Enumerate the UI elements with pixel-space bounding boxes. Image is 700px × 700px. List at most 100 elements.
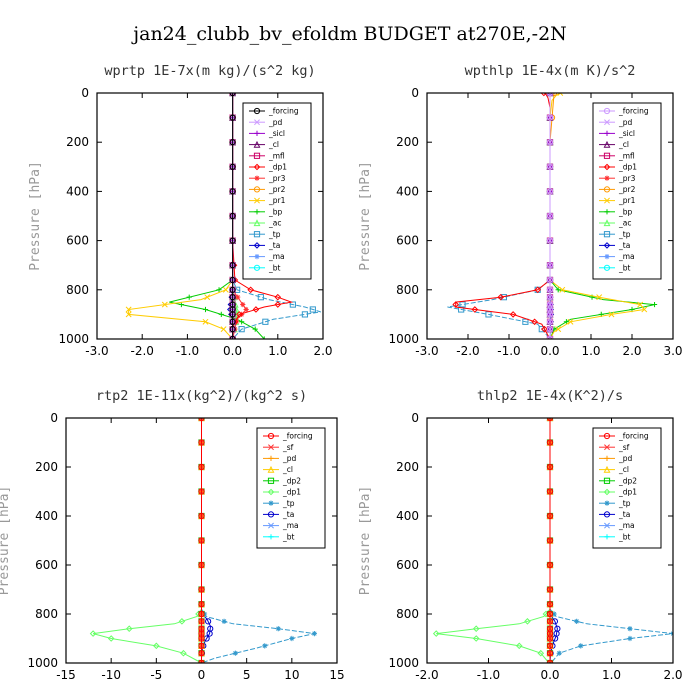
data-point xyxy=(546,659,554,663)
series-line xyxy=(201,418,315,663)
data-point xyxy=(471,306,479,313)
data-point xyxy=(204,294,211,301)
legend-marker xyxy=(268,522,274,529)
data-point xyxy=(546,610,554,618)
y-tick-label: 600 xyxy=(396,234,419,248)
data-point xyxy=(125,625,133,633)
legend-label: _ta xyxy=(282,510,294,519)
legend-marker xyxy=(604,534,610,540)
legend-label: _pd xyxy=(268,118,283,127)
data-point xyxy=(180,649,187,657)
data-point xyxy=(537,649,545,657)
legend-marker xyxy=(603,511,611,518)
data-point xyxy=(202,318,209,325)
legend-label: _ma xyxy=(618,252,635,261)
data-point xyxy=(546,114,554,121)
legend: _forcing _pd _sicl _cl _mfl _dp1 _pr3 _pr2 _pr1 _… xyxy=(592,102,662,280)
y-tick-label: 1000 xyxy=(388,656,419,670)
data-point xyxy=(546,311,554,318)
legend-marker xyxy=(254,197,260,204)
data-point xyxy=(198,512,205,520)
data-point xyxy=(198,601,205,608)
data-point xyxy=(229,237,236,244)
data-point xyxy=(198,618,205,625)
data-point xyxy=(540,93,548,97)
x-tick-label: 1.0 xyxy=(581,344,600,358)
legend-label: _sf xyxy=(282,443,294,452)
data-point xyxy=(637,301,644,308)
legend-label: _dp1 xyxy=(282,488,301,497)
data-point xyxy=(229,114,236,121)
legend-label: _pr1 xyxy=(618,196,636,205)
data-point xyxy=(641,306,648,313)
data-point xyxy=(206,630,213,637)
data-point xyxy=(522,318,529,325)
y-tick-label: 400 xyxy=(35,509,58,523)
y-axis-label: Pressure [hPa] xyxy=(0,486,12,596)
legend-marker xyxy=(268,534,274,540)
legend-marker xyxy=(604,119,610,126)
legend-marker xyxy=(603,465,611,473)
data-point xyxy=(240,301,246,308)
data-point xyxy=(198,463,205,471)
x-tick-label: 3.0 xyxy=(663,344,682,358)
data-point xyxy=(233,310,241,318)
y-tick-label: 400 xyxy=(66,184,89,198)
data-point xyxy=(125,311,132,318)
legend-marker xyxy=(267,465,275,473)
x-tick-label: -10 xyxy=(101,668,121,682)
data-point xyxy=(524,618,531,625)
legend-marker xyxy=(604,444,610,451)
data-point xyxy=(218,311,224,317)
legend-marker xyxy=(254,254,260,260)
data-point xyxy=(546,561,554,569)
data-point xyxy=(311,631,318,637)
data-point xyxy=(229,276,236,284)
legend-label: _pr1 xyxy=(268,196,286,205)
chart-panel: rtp2 1E-11x(kg^2)/(kg^2 s) Pressure [hPa]… xyxy=(0,388,345,682)
series-line xyxy=(128,93,234,339)
data-point xyxy=(198,586,205,593)
legend-label: _forcing xyxy=(618,432,649,441)
data-point xyxy=(229,163,236,170)
legend-label: _ac xyxy=(618,219,631,228)
data-point xyxy=(274,293,282,301)
figure-title: jan24_clubb_bv_efoldm BUDGET at270E,-2N xyxy=(131,23,567,45)
data-point xyxy=(247,286,254,294)
data-point xyxy=(546,286,554,293)
data-point xyxy=(546,635,554,642)
legend-marker xyxy=(253,242,261,249)
x-tick-label: 1.0 xyxy=(602,668,621,682)
data-point xyxy=(546,335,554,339)
data-point xyxy=(198,642,205,649)
data-point xyxy=(198,561,205,569)
y-tick-label: 400 xyxy=(396,184,419,198)
y-axis-label: Pressure [hPa] xyxy=(358,161,373,271)
legend-marker xyxy=(268,455,274,461)
legend-marker xyxy=(254,130,260,136)
legend-label: _cl xyxy=(618,465,629,474)
x-tick-label: 0.0 xyxy=(223,344,242,358)
data-point xyxy=(221,618,227,624)
legend-label: _ma xyxy=(618,521,635,530)
data-point xyxy=(222,286,229,293)
series-group xyxy=(125,93,321,339)
data-point xyxy=(229,212,236,220)
legend-marker xyxy=(603,488,611,496)
data-point xyxy=(205,618,212,625)
x-tick-label: 15 xyxy=(329,668,344,682)
data-point xyxy=(186,294,192,300)
data-point xyxy=(243,306,249,313)
legend-label: _pr2 xyxy=(618,185,636,194)
x-tick-label: 2.0 xyxy=(663,668,682,682)
data-point xyxy=(546,188,554,195)
data-point xyxy=(546,586,554,593)
y-tick-label: 400 xyxy=(396,509,419,523)
data-point xyxy=(509,311,517,318)
data-point xyxy=(275,626,281,632)
data-point xyxy=(257,294,264,301)
data-point xyxy=(235,294,241,300)
data-point xyxy=(546,139,554,146)
data-point xyxy=(262,318,269,325)
data-point xyxy=(546,237,554,244)
